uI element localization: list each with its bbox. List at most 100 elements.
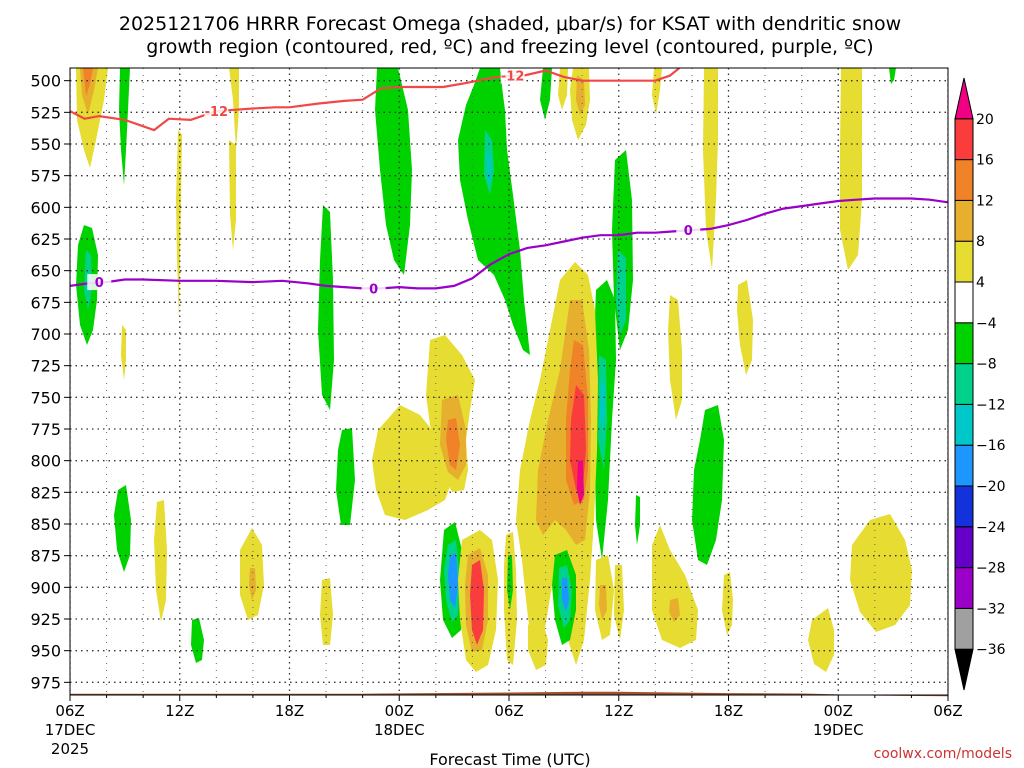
omega-region bbox=[119, 68, 130, 185]
omega-region bbox=[375, 68, 412, 275]
omega-region bbox=[446, 418, 460, 470]
y-tick-label: 950 bbox=[30, 642, 61, 661]
colorbar-label: −32 bbox=[976, 601, 1006, 617]
contour-label: -12 bbox=[501, 70, 525, 85]
colorbar-label: −36 bbox=[976, 642, 1006, 658]
omega-shading bbox=[76, 68, 912, 672]
omega-region bbox=[577, 460, 584, 505]
y-tick-label: 775 bbox=[30, 420, 61, 439]
omega-region bbox=[154, 500, 167, 622]
y-axis: 500 525 550 575 600 625 650 675 700 725 750 775 800 8… bbox=[30, 72, 70, 692]
y-tick-label: 725 bbox=[30, 357, 61, 376]
x-tick-date: 18DEC bbox=[374, 721, 425, 739]
colorbar-swatch bbox=[954, 567, 974, 609]
omega-region bbox=[448, 553, 458, 608]
omega-region bbox=[635, 495, 640, 545]
y-tick-label: 550 bbox=[30, 135, 61, 154]
x-tick-label: 06Z bbox=[933, 702, 962, 720]
omega-region bbox=[121, 325, 126, 380]
omega-region bbox=[669, 598, 680, 622]
y-tick-label: 575 bbox=[30, 167, 61, 186]
contour-label-bg bbox=[87, 274, 112, 291]
contour-label: -12 bbox=[205, 105, 229, 120]
colorbar-swatch bbox=[954, 607, 974, 650]
y-tick-label: 625 bbox=[30, 230, 61, 249]
omega-region bbox=[114, 485, 131, 572]
colorbar-label: 20 bbox=[976, 112, 994, 128]
omega-region bbox=[599, 585, 607, 620]
terrain bbox=[70, 691, 948, 697]
omega-region bbox=[562, 578, 569, 612]
x-tick-label: 06Z bbox=[55, 702, 84, 720]
x-tick-year: 2025 bbox=[51, 740, 89, 758]
omega-region bbox=[229, 140, 236, 250]
colorbar-swatch bbox=[954, 403, 974, 446]
x-tick-label: 00Z bbox=[824, 702, 853, 720]
y-tick-label: 650 bbox=[30, 262, 61, 281]
chart-title-line2: growth region (contoured, red, ºC) and f… bbox=[146, 36, 873, 58]
contour-label-bg bbox=[500, 68, 525, 84]
omega-region bbox=[558, 68, 568, 110]
x-tick-label: 12Z bbox=[165, 702, 194, 720]
omega-region bbox=[470, 560, 484, 645]
colorbar: −36 −32 −28 −24 −20 −16 −12 −8 −4 4 8 12 16 20 bbox=[954, 77, 1006, 691]
y-tick-label: 850 bbox=[30, 515, 61, 534]
colorbar-label: −8 bbox=[976, 357, 997, 373]
colorbar-label: −16 bbox=[976, 438, 1006, 454]
contour-label-bg bbox=[676, 222, 701, 239]
y-tick-label: 600 bbox=[30, 198, 61, 217]
colorbar-swatch bbox=[954, 485, 974, 528]
credit-text: coolwx.com/models bbox=[874, 746, 1012, 762]
colorbar-label: 12 bbox=[976, 193, 994, 209]
omega-region bbox=[737, 280, 753, 375]
colorbar-swatch bbox=[954, 526, 974, 569]
omega-region bbox=[616, 250, 626, 335]
colorbar-label: −20 bbox=[976, 479, 1006, 495]
colorbar-swatch bbox=[954, 199, 974, 242]
omega-region bbox=[318, 205, 334, 410]
colorbar-label: −12 bbox=[976, 397, 1006, 413]
omega-region bbox=[176, 130, 182, 320]
contour-label: 0 bbox=[369, 282, 378, 297]
x-axis-label: Forecast Time (UTC) bbox=[429, 750, 590, 768]
omega-region bbox=[703, 68, 718, 270]
colorbar-swatch bbox=[954, 444, 974, 487]
omega-region bbox=[668, 295, 682, 420]
omega-region bbox=[692, 405, 724, 565]
x-tick-label: 06Z bbox=[494, 702, 523, 720]
contour-label: 0 bbox=[95, 276, 104, 291]
y-tick-label: 925 bbox=[30, 610, 61, 629]
colorbar-label: 8 bbox=[976, 234, 985, 250]
chart-title-line1: 2025121706 HRRR Forecast Omega (shaded, … bbox=[119, 13, 901, 35]
y-tick-label: 525 bbox=[30, 103, 61, 122]
colorbar-label: −4 bbox=[976, 316, 997, 332]
omega-region bbox=[840, 68, 862, 270]
omega-region bbox=[652, 525, 698, 648]
y-tick-label: 750 bbox=[30, 388, 61, 407]
x-tick-date: 17DEC bbox=[45, 721, 96, 739]
colorbar-swatch bbox=[954, 118, 974, 161]
omega-region bbox=[320, 578, 333, 645]
y-tick-label: 675 bbox=[30, 293, 61, 312]
contour-line bbox=[70, 197, 948, 290]
grid bbox=[70, 68, 948, 695]
omega-region bbox=[600, 380, 605, 430]
y-tick-label: 900 bbox=[30, 578, 61, 597]
omega-region bbox=[336, 428, 355, 525]
colorbar-label: 4 bbox=[976, 275, 985, 291]
y-tick-label: 975 bbox=[30, 673, 61, 692]
omega-region bbox=[576, 75, 585, 115]
contour-label-bg bbox=[361, 280, 386, 297]
omega-region bbox=[458, 68, 530, 355]
colorbar-swatch bbox=[954, 77, 974, 120]
y-tick-label: 825 bbox=[30, 483, 61, 502]
colorbar-swatch bbox=[954, 363, 974, 405]
contours: -12 -12 0 0 0 bbox=[70, 68, 948, 297]
colorbar-swatch bbox=[954, 281, 974, 324]
omega-region bbox=[191, 618, 204, 663]
omega-region bbox=[528, 612, 548, 670]
omega-region bbox=[808, 608, 834, 672]
omega-region bbox=[372, 405, 452, 520]
x-tick-date: 19DEC bbox=[813, 721, 864, 739]
